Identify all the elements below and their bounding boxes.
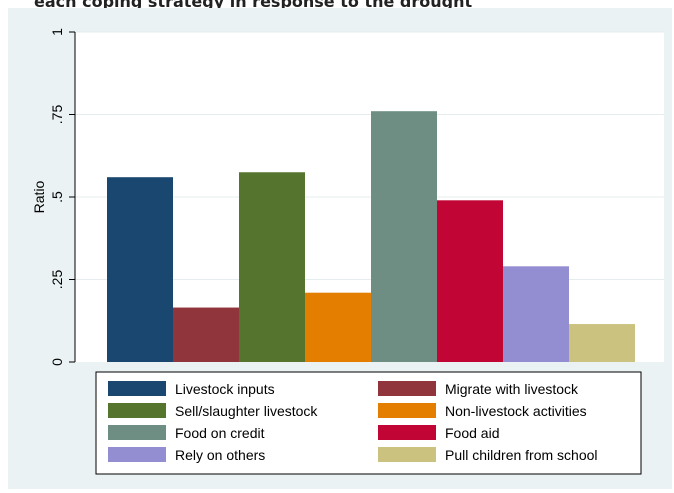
legend-label: Rely on others	[175, 447, 265, 463]
y-tick-label: 0	[49, 358, 65, 366]
legend-label: Migrate with livestock	[445, 381, 579, 397]
bar-7	[503, 266, 569, 362]
bar-5	[371, 111, 437, 362]
legend-swatch	[378, 403, 436, 418]
legend-label: Pull children from school	[445, 447, 598, 463]
legend-swatch	[378, 425, 436, 440]
legend-swatch	[378, 447, 436, 462]
y-tick-label: .75	[49, 105, 65, 125]
y-tick-label: .5	[49, 191, 65, 203]
legend: Livestock inputs Migrate with livestock Se…	[95, 371, 642, 475]
bar-2	[173, 307, 239, 362]
legend-swatch	[378, 381, 436, 396]
legend-label: Non-livestock activities	[445, 403, 587, 419]
y-axis-label: Ratio	[31, 180, 47, 213]
bar-8	[569, 324, 635, 362]
bar-6	[437, 200, 503, 362]
y-axis-ticks: 0 .25 .5 .75 1	[49, 28, 75, 366]
legend-swatch	[108, 403, 166, 418]
legend-label: Livestock inputs	[175, 381, 275, 397]
gridlines	[75, 31, 664, 280]
legend-swatch	[108, 447, 166, 462]
bar-4	[305, 292, 371, 362]
bar-1	[107, 177, 173, 362]
legend-label: Food on credit	[175, 425, 265, 441]
legend-swatch	[108, 425, 166, 440]
bar-3	[239, 172, 305, 362]
legend-box	[95, 371, 642, 475]
y-tick-label: 1	[49, 28, 65, 36]
legend-label: Food aid	[445, 425, 499, 441]
y-tick-label: .25	[49, 270, 65, 290]
figure-caption: each coping strategy in response to the …	[34, 0, 473, 11]
bars	[107, 111, 635, 362]
legend-label: Sell/slaughter livestock	[175, 403, 318, 419]
legend-swatch	[108, 381, 166, 396]
